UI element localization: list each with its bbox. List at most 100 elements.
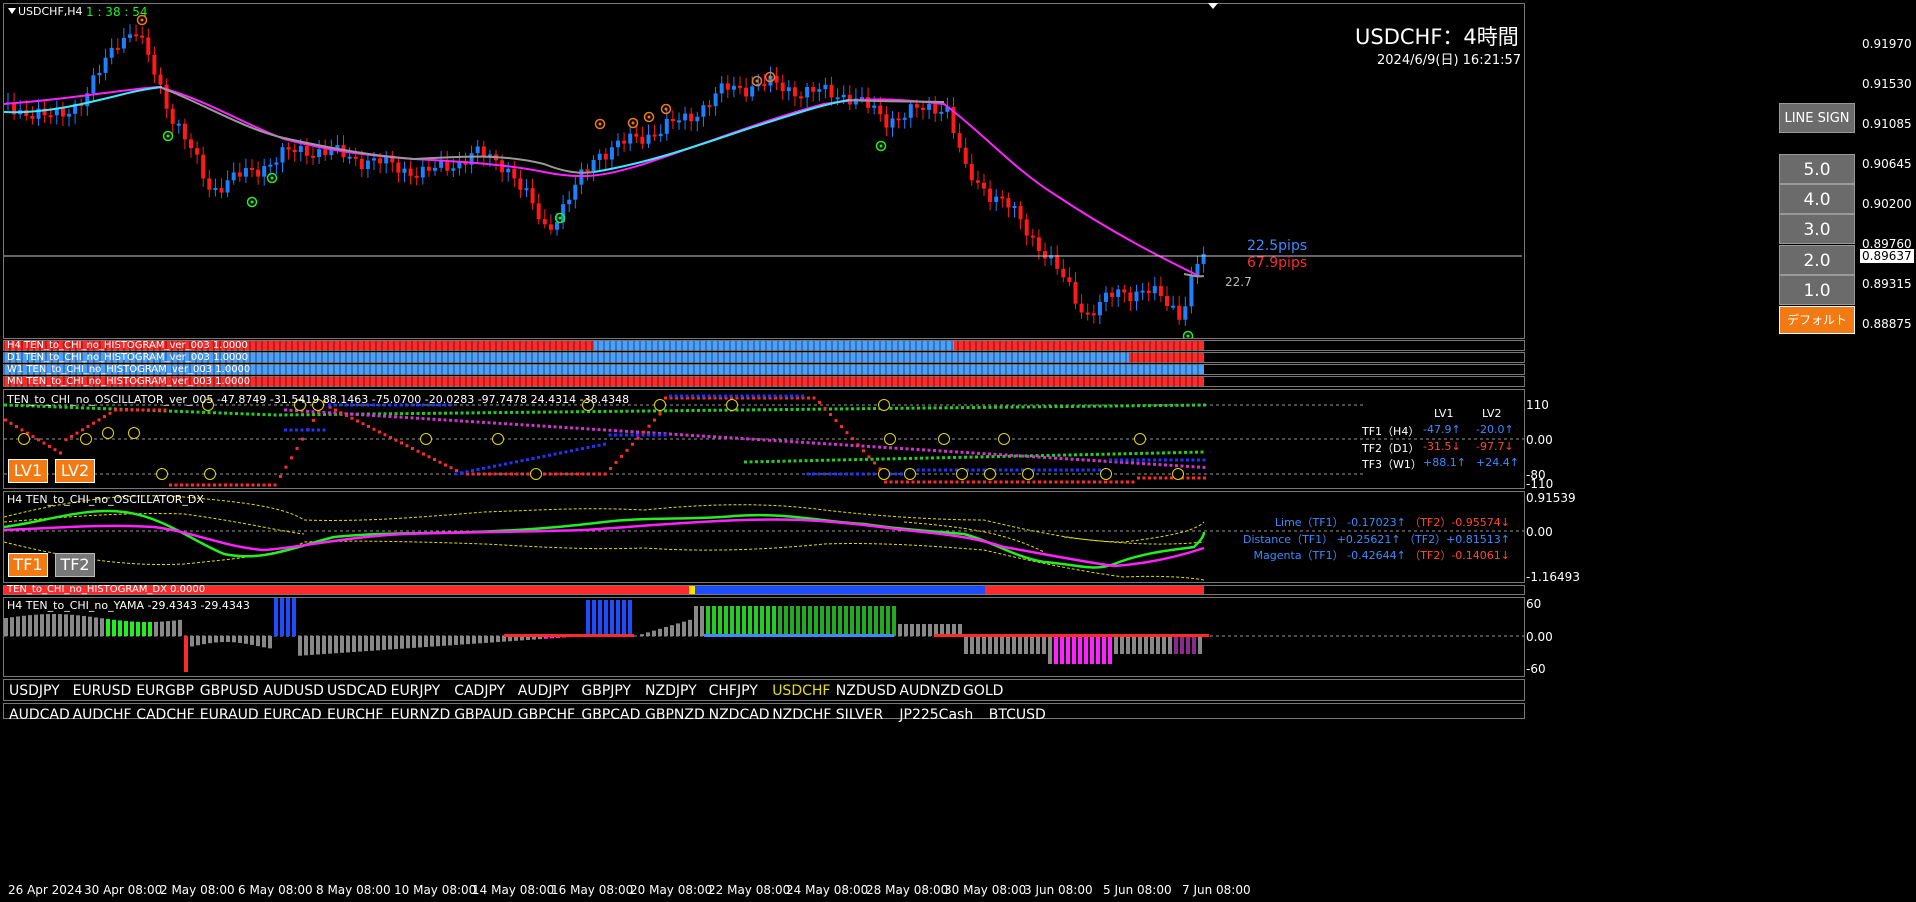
symbol-button-audnzd[interactable]: AUDNZD	[899, 683, 961, 699]
symbol-button-usdchf[interactable]: USDCHF	[772, 683, 831, 699]
symbol-button-gbpjpy[interactable]: GBPJPY	[581, 683, 632, 699]
symbol-button-audjpy[interactable]: AUDJPY	[517, 683, 570, 699]
osc-red-dot	[273, 483, 277, 487]
symbol-button-euraud[interactable]: EURAUD	[199, 707, 259, 723]
lv1-button[interactable]: LV1	[8, 459, 48, 483]
osc-magenta-dot	[729, 436, 733, 440]
symbol-button-gbpchf[interactable]: GBPCHF	[517, 707, 576, 723]
symbol-button-eurnzd[interactable]: EURNZD	[390, 707, 451, 723]
yama-bar	[922, 624, 926, 636]
osc-red-dot	[130, 408, 134, 412]
symbol-button-eurusd[interactable]: EURUSD	[72, 683, 132, 699]
level-3-button[interactable]: 3.0	[1779, 214, 1855, 244]
symbol-button-audchf[interactable]: AUDCHF	[72, 707, 132, 723]
osc-green-dot	[460, 411, 464, 415]
yama-bar	[832, 606, 836, 636]
osc-green-dot2	[760, 460, 764, 464]
osc-magenta-dot	[1153, 462, 1156, 466]
candle-body	[1152, 286, 1157, 294]
candle-body	[725, 83, 730, 90]
yama-bar	[430, 636, 434, 647]
osc-red-dot	[675, 396, 678, 400]
osc-green-dot2	[865, 457, 868, 461]
symbol-button-chfjpy[interactable]: CHFJPY	[708, 683, 758, 699]
tf2-button[interactable]: TF2	[55, 553, 95, 577]
dx-svg[interactable]	[4, 492, 1524, 582]
osc-green-dot	[537, 410, 541, 414]
oscillator-panel[interactable]	[3, 389, 1525, 489]
symbol-button-usdcad[interactable]: USDCAD	[327, 683, 388, 699]
symbol-button-usdjpy[interactable]: USDJPY	[9, 683, 60, 699]
symbol-button-nzdjpy[interactable]: NZDJPY	[645, 683, 697, 699]
osc-red-dot	[1181, 476, 1184, 480]
symbol-button-nzdusd[interactable]: NZDUSD	[835, 683, 897, 699]
symbol-button-jp225cash[interactable]: JP225Cash	[899, 707, 974, 723]
symbol-button-cadchf[interactable]: CADCHF	[136, 707, 195, 723]
symbol-button-eurcad[interactable]: EURCAD	[263, 707, 322, 723]
candle-body	[1195, 263, 1200, 276]
osc-row-lv2: -20.0↑	[1476, 423, 1514, 436]
osc-green-dot2	[1008, 454, 1011, 458]
signal-marker-dot	[558, 216, 562, 220]
candle-body	[158, 74, 163, 85]
osc-red-dot	[141, 408, 145, 412]
yama-bar	[976, 636, 980, 654]
level-2-button[interactable]: 2.0	[1779, 245, 1855, 275]
tf1-button[interactable]: TF1	[8, 553, 48, 577]
osc-magenta-dot	[377, 414, 381, 418]
lv2-button[interactable]: LV2	[55, 459, 95, 483]
dx-panel[interactable]	[3, 491, 1525, 583]
symbol-button-eurgbp[interactable]: EURGBP	[136, 683, 194, 699]
symbol-button-silver[interactable]: SILVER	[835, 707, 884, 723]
candle-body	[250, 168, 254, 171]
line-sign-button[interactable]: LINE SIGN	[1779, 103, 1855, 133]
level-1-button[interactable]: 1.0	[1779, 275, 1855, 305]
symbol-button-btcusd[interactable]: BTCUSD	[988, 707, 1046, 723]
level-4-button[interactable]: 4.0	[1779, 184, 1855, 214]
candle-body	[225, 180, 230, 193]
osc-green-dot	[411, 412, 414, 416]
default-button[interactable]: デフォルト	[1779, 306, 1855, 334]
collapse-triangle-icon[interactable]	[8, 8, 16, 14]
candle-body	[603, 153, 608, 160]
symbol-button-gold[interactable]: GOLD	[963, 683, 1004, 699]
osc-green-dot2	[947, 456, 951, 460]
symbol-button-gbpnzd[interactable]: GBPNZD	[645, 707, 705, 723]
time-axis-tick: 6 May 08:00	[238, 883, 313, 897]
osc-red-dot	[559, 472, 563, 476]
osc-green-dot	[86, 406, 90, 410]
dx-line-tf1-value: -0.17023↑	[1347, 516, 1410, 529]
osc-blue-dot	[982, 468, 986, 472]
osc-blue-dot	[553, 452, 557, 456]
symbol-button-nzdchf[interactable]: NZDCHF	[772, 707, 832, 723]
yama-bar	[1192, 636, 1196, 654]
symbol-button-gbpaud[interactable]: GBPAUD	[454, 707, 513, 723]
symbol-button-audcad[interactable]: AUDCAD	[9, 707, 70, 723]
symbol-button-cadjpy[interactable]: CADJPY	[454, 683, 506, 699]
candle-body	[853, 98, 858, 105]
osc-magenta-dot	[938, 449, 942, 453]
candle-body	[689, 113, 694, 122]
oscillator-svg[interactable]	[4, 390, 1524, 488]
yama-bar	[346, 636, 350, 653]
time-axis-tick: 16 May 08:00	[551, 883, 634, 897]
osc-blue-dot	[795, 394, 799, 398]
osc-magenta-dot	[322, 410, 326, 414]
yama-bar	[352, 636, 356, 652]
symbol-button-eurchf[interactable]: EURCHF	[327, 707, 384, 723]
symbol-button-audusd[interactable]: AUDUSD	[263, 683, 324, 699]
osc-blue-dot	[300, 428, 304, 432]
symbol-button-gbpusd[interactable]: GBPUSD	[199, 683, 259, 699]
price-chart-panel[interactable]	[3, 3, 1525, 339]
symbol-button-eurjpy[interactable]: EURJPY	[390, 683, 441, 699]
yama-panel[interactable]	[3, 597, 1525, 677]
osc-magenta-dot	[740, 437, 744, 441]
osc-blue-dot	[372, 403, 375, 407]
candle-body	[750, 86, 755, 97]
yama-label: H4 TEN_to_CHI_no_YAMA -29.4343 -29.4343	[7, 599, 250, 612]
symbol-button-gbpcad[interactable]: GBPCAD	[581, 707, 641, 723]
yama-svg[interactable]	[4, 598, 1524, 676]
symbol-button-nzdcad[interactable]: NZDCAD	[708, 707, 770, 723]
price-chart-svg[interactable]	[4, 4, 1524, 338]
level-5-button[interactable]: 5.0	[1779, 154, 1855, 184]
